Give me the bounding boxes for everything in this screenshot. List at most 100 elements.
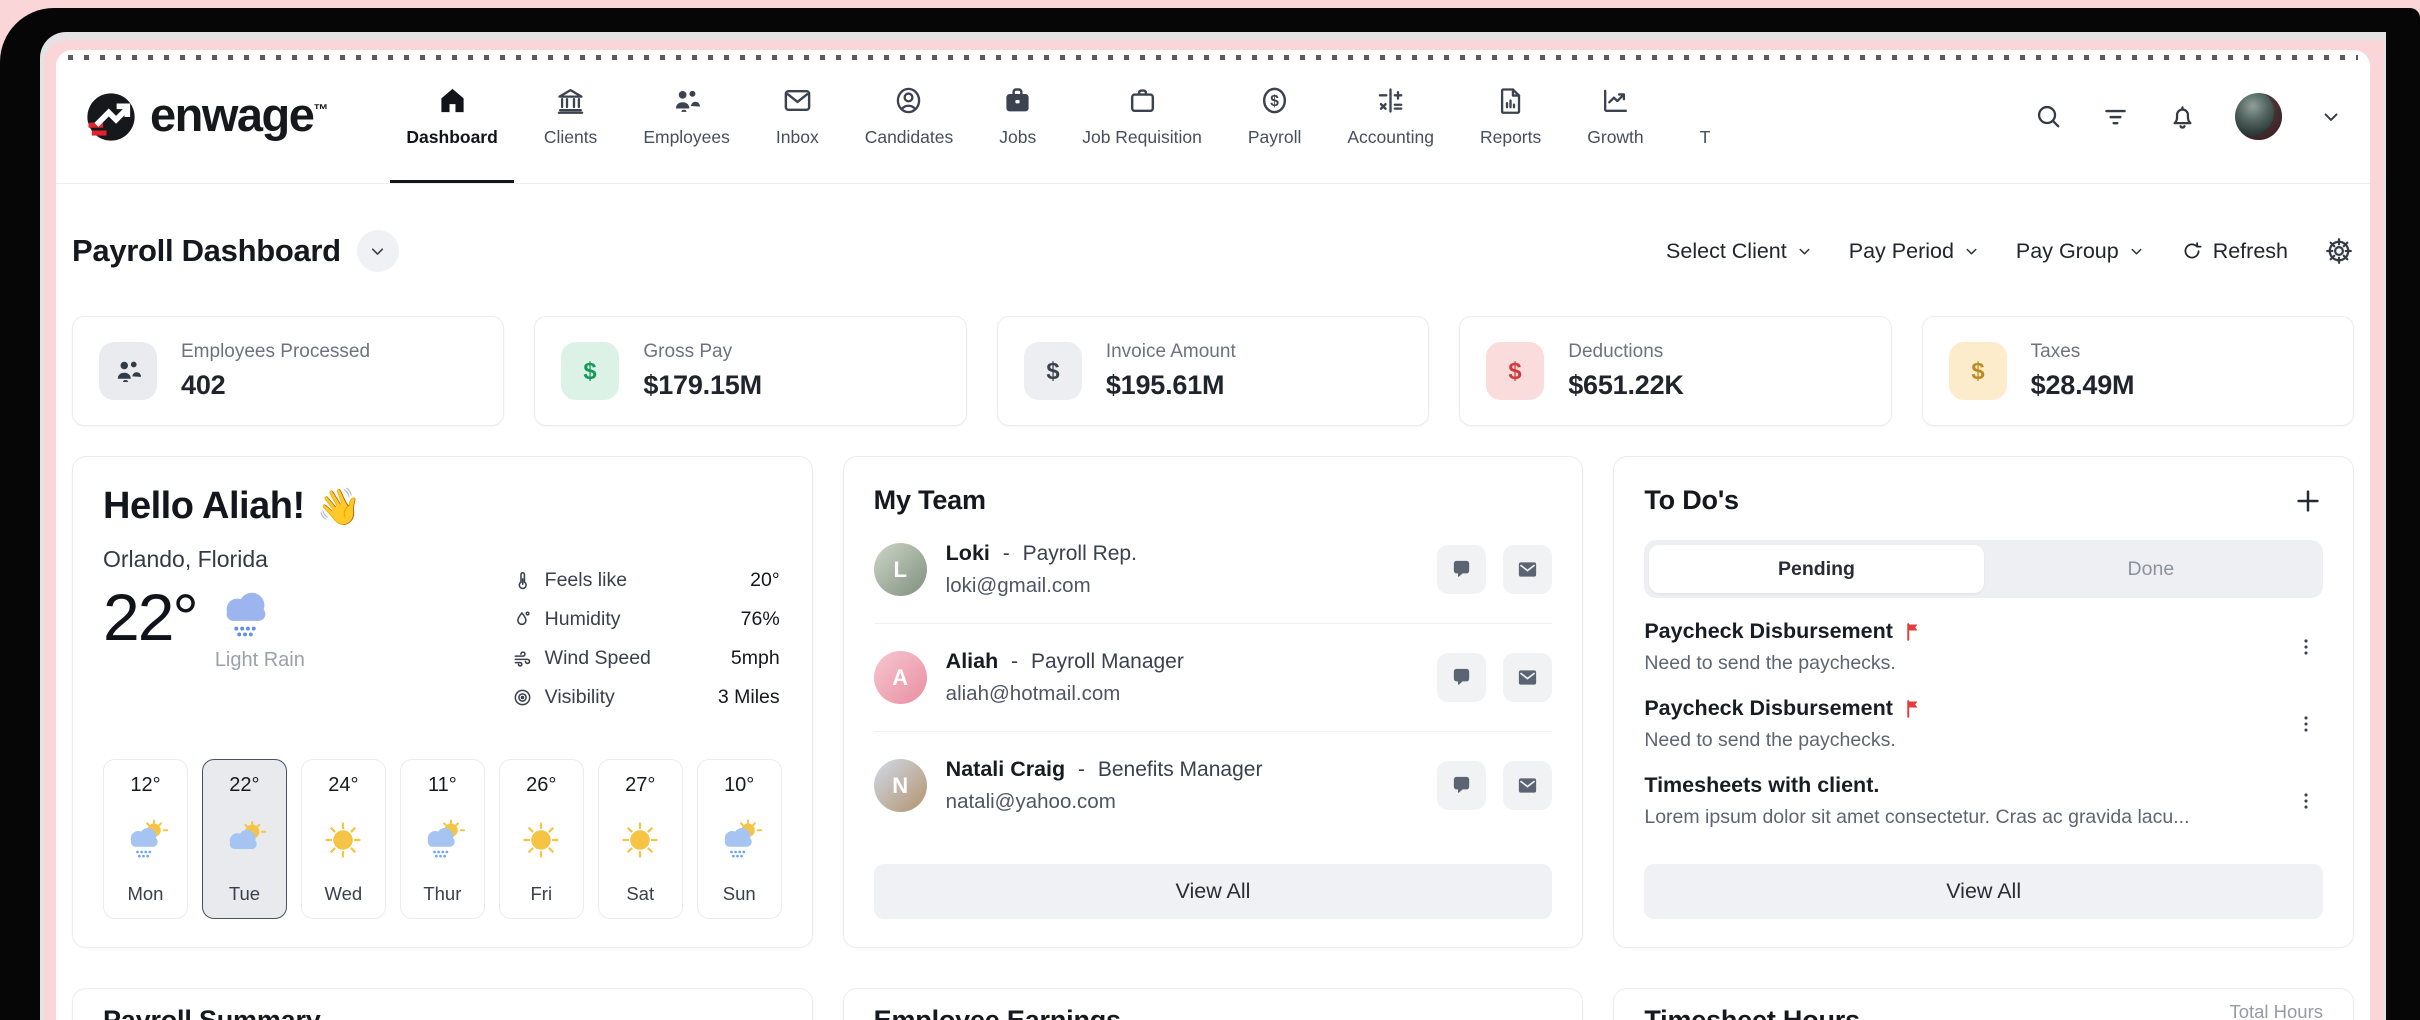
notifications-bell-icon[interactable] [2168,102,2197,131]
forecast-temp: 22° [229,774,260,796]
nav-item[interactable]: Clients [542,50,600,183]
forecast-day-card[interactable]: 27° Sat [597,759,683,919]
member-name-role: Aliah - Payroll Manager [946,649,1184,674]
weather-detail-icon [512,570,533,591]
nav-item[interactable]: Candidates [863,50,956,183]
forecast-weather-icon [517,816,565,864]
nav-item[interactable]: Growth [1585,50,1645,183]
forecast-weather-icon [319,816,367,864]
email-button[interactable] [1503,761,1553,810]
todo-title-line: Timesheets with client. [1644,773,2189,798]
nav-item-label: Accounting [1347,127,1434,147]
todo-item: Paycheck Disbursement Need to send the p… [1644,619,2323,675]
weather-detail-value: 3 Miles [717,686,780,708]
bottom-grid: Payroll Summary Employee Earnings Timesh… [56,988,2370,1020]
forecast-temp: 12° [130,774,161,796]
stat-label: Gross Pay [643,341,733,362]
chat-button[interactable] [1437,653,1487,702]
forecast-day-name: Wed [324,883,363,904]
dropdown-button[interactable]: Select Client [1666,239,1813,264]
member-email: aliah@hotmail.com [945,682,1121,705]
dropdown-button[interactable]: Pay Group [2016,239,2145,264]
stat-card: Gross Pay $179.15M [534,316,967,426]
todo-menu-button[interactable] [2289,707,2323,741]
todo-menu-button[interactable] [2289,784,2323,818]
current-temperature: 22° [103,580,199,654]
add-todo-button[interactable] [2293,486,2323,516]
stat-icon [561,342,620,400]
weather-card: Hello Aliah! 👋 Orlando, Florida 22° Ligh… [72,456,813,948]
kebab-menu-icon [2295,636,2317,658]
app-window: enwage™ Dashboard Clients Employees [56,50,2370,1020]
profile-chevron-down-icon[interactable] [2320,106,2342,128]
forecast-day-card[interactable]: 10° Sun [696,759,782,919]
chat-button[interactable] [1437,761,1487,810]
current-condition: Light Rain [215,585,305,672]
chat-button[interactable] [1437,545,1487,594]
user-avatar[interactable] [2235,93,2282,140]
nav-item[interactable]: T [1688,50,1723,183]
stat-icon-glyph [1038,356,1068,386]
todos-view-all-button[interactable]: View All [1644,864,2324,919]
todos-card: To Do's Pending Done [1613,456,2355,948]
email-button[interactable] [1503,653,1553,702]
todo-menu-button[interactable] [2289,630,2323,664]
nav-item[interactable]: Inbox [774,50,821,183]
nav-item[interactable]: Accounting [1345,50,1436,183]
weather-detail-row: Wind Speed 5mph [512,647,780,670]
my-team-title: My Team [873,485,986,515]
settings-button[interactable] [2324,236,2354,266]
envelope-icon [1516,558,1539,581]
filter-icon[interactable] [2101,102,2130,131]
forecast-day-card[interactable]: 12° Mon [103,759,188,919]
nav-item[interactable]: Reports [1478,50,1543,183]
weather-detail-label: Feels like [544,569,628,591]
forecast-day-card[interactable]: 22° Tue [201,759,287,919]
brand-logo[interactable]: enwage™ [84,50,328,183]
forecast-temp: 11° [427,774,457,796]
nav-item-label: Inbox [775,127,819,147]
nav-item-label: Job Requisition [1082,127,1202,147]
nav-item[interactable]: Jobs [997,50,1038,183]
email-button[interactable] [1503,545,1553,594]
forecast-temp: 26° [526,774,557,796]
stat-card: Deductions $651.22K [1459,316,1892,426]
forecast-day-name: Tue [228,883,261,904]
nav-item[interactable]: Dashboard [390,50,515,183]
bottom-card-right-label: Total Hours [2229,1001,2324,1020]
todo-description: Lorem ipsum dolor sit amet consectetur. … [1644,806,2190,828]
kebab-menu-icon [2295,790,2317,812]
search-icon[interactable] [2034,102,2063,131]
refresh-button[interactable]: Refresh [2181,239,2288,264]
todos-tab[interactable]: Pending [1649,545,1984,593]
current-weather: 22° Light Rain [103,579,782,672]
cloud-rain-icon [215,585,277,647]
tab-label: Pending [1778,557,1855,580]
team-view-all-button[interactable]: View All [873,864,1553,919]
nav-item[interactable]: Job Requisition [1080,50,1204,183]
chevron-down-icon [368,242,387,261]
team-member-row: L Loki - Payroll Rep. loki@gmail.com [873,516,1553,624]
stat-texts: Taxes $28.49M [2031,341,2135,401]
nav-item-icon [1002,85,1033,116]
todos-tab[interactable]: Done [1984,545,2318,593]
nav-item[interactable]: Payroll [1246,50,1304,183]
weather-detail-value: 5mph [730,647,780,669]
nav-item-icon [1127,85,1158,116]
todo-item: Timesheets with client. Lorem ipsum dolo… [1644,773,2323,829]
stat-texts: Employees Processed 402 [181,341,370,401]
member-name: Natali Craig [945,757,1066,781]
stat-value: $651.22K [1568,370,1684,400]
nav-item[interactable]: Employees [641,50,732,183]
forecast-day-card[interactable]: 26° Fri [498,759,584,919]
bottom-card-header: Timesheet Hours Total Hours [1644,1001,2323,1020]
stat-icon-glyph [1500,356,1530,386]
bottom-card: Payroll Summary [72,988,813,1020]
forecast-day-card[interactable]: 24° Wed [300,759,386,919]
dashboard-switcher-button[interactable] [356,230,399,272]
todo-title: Timesheets with client. [1644,773,1880,797]
forecast-day-card[interactable]: 11° Thur [399,759,485,919]
dropdown-button[interactable]: Pay Period [1849,239,1980,264]
forecast-weather-icon [616,816,664,864]
forecast-weather-icon [220,816,268,864]
